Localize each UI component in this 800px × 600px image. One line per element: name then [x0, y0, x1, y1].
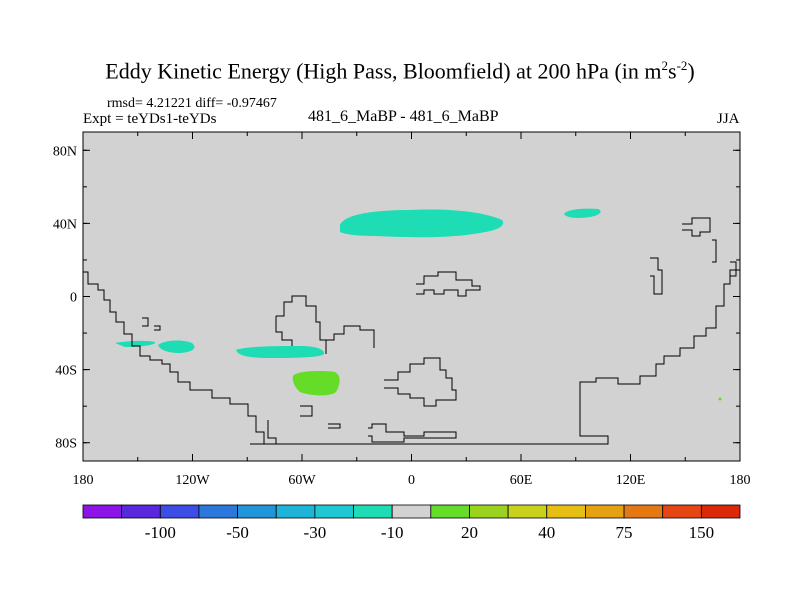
coastline-asia-equatorial	[416, 271, 481, 297]
coastline-south-america-east	[276, 295, 327, 354]
anomaly-region-pacific-dot	[718, 397, 722, 401]
coastline-sub-antarctic-2	[328, 423, 341, 429]
colorbar-label: 75	[616, 523, 633, 542]
coastline-sub-antarctic-1	[300, 405, 313, 417]
x-tick-label: 60E	[510, 473, 533, 488]
colorbar-box	[585, 504, 625, 519]
coastline-sub-antarctic-3	[142, 317, 149, 327]
colorbar-box	[623, 504, 664, 519]
colorbar: -100 -50 -30 -10 20 40 75 150	[82, 504, 741, 542]
anomaly-region-south-pacific-west	[115, 340, 156, 347]
x-axis-ticks: 180 120W 60W 0 60E 120E 180	[73, 132, 751, 488]
anomaly-region-south-atlantic	[292, 371, 340, 396]
colorbar-box	[700, 504, 741, 519]
case-label: 481_6_MaBP - 481_6_MaBP	[308, 108, 499, 125]
colorbar-box	[546, 504, 586, 519]
colorbar-box	[353, 504, 393, 519]
y-tick-label: 80N	[53, 144, 77, 159]
anomaly-region-north-atlantic	[340, 209, 504, 238]
colorbar-label: 20	[461, 523, 478, 542]
coastline-antarctica	[250, 269, 740, 445]
colorbar-box	[82, 504, 123, 519]
anomaly-region-south-america	[236, 346, 325, 358]
coastline-africa-west	[322, 325, 375, 348]
colorbar-label: 40	[538, 523, 555, 542]
colorbar-label: -10	[381, 523, 404, 542]
y-tick-label: 80S	[55, 437, 77, 452]
y-tick-label: 40S	[55, 364, 77, 379]
coastline-africa-south	[384, 357, 457, 407]
coastline-pacific-east	[730, 261, 737, 277]
y-tick-label: 40N	[53, 217, 77, 232]
anomaly-region-central-asia	[564, 208, 601, 218]
colorbar-box	[507, 504, 548, 519]
chart-title: Eddy Kinetic Energy (High Pass, Bloomfie…	[105, 58, 695, 84]
anomaly-regions	[115, 208, 722, 401]
colorbar-box	[469, 504, 509, 519]
colorbar-box	[237, 504, 277, 519]
colorbar-box	[275, 504, 316, 519]
season-label: JJA	[717, 111, 740, 127]
x-tick-label: 60W	[288, 473, 316, 488]
colorbar-label: -30	[304, 523, 327, 542]
colorbar-box	[314, 504, 354, 519]
x-tick-label: 180	[73, 473, 94, 488]
colorbar-box	[391, 504, 432, 519]
coastline-east-asia	[650, 257, 663, 295]
coastline-japan	[682, 217, 711, 237]
x-tick-label: 120E	[616, 473, 646, 488]
y-tick-label: 0	[70, 291, 77, 306]
colorbar-box	[662, 504, 702, 519]
x-tick-label: 0	[408, 473, 415, 488]
coastline-central-america	[275, 316, 293, 346]
x-tick-label: 180	[730, 473, 751, 488]
colorbar-box	[159, 504, 200, 519]
map-background	[83, 132, 740, 461]
y-axis-ticks: 80N 40N 0 40S 80S	[53, 144, 740, 452]
coastline-south-america-west	[83, 271, 277, 445]
anomaly-region-south-pacific-east	[158, 340, 195, 353]
coastline-sub-antarctic-4	[154, 325, 161, 331]
coastline-new-guinea	[712, 239, 717, 263]
colorbar-box	[198, 504, 238, 519]
colorbar-label: -100	[145, 523, 176, 542]
colorbar-box	[430, 504, 470, 519]
colorbar-box	[121, 504, 161, 519]
colorbar-label: 150	[689, 523, 715, 542]
x-tick-label: 120W	[175, 473, 210, 488]
rmsd-diff-stats: rmsd= 4.21221 diff= -0.97467	[107, 96, 277, 111]
experiment-label: Expt = teYDs1-teYDs	[83, 111, 217, 127]
colorbar-label: -50	[226, 523, 249, 542]
coastlines	[83, 217, 740, 445]
coastline-south-atlantic-island	[368, 423, 457, 443]
